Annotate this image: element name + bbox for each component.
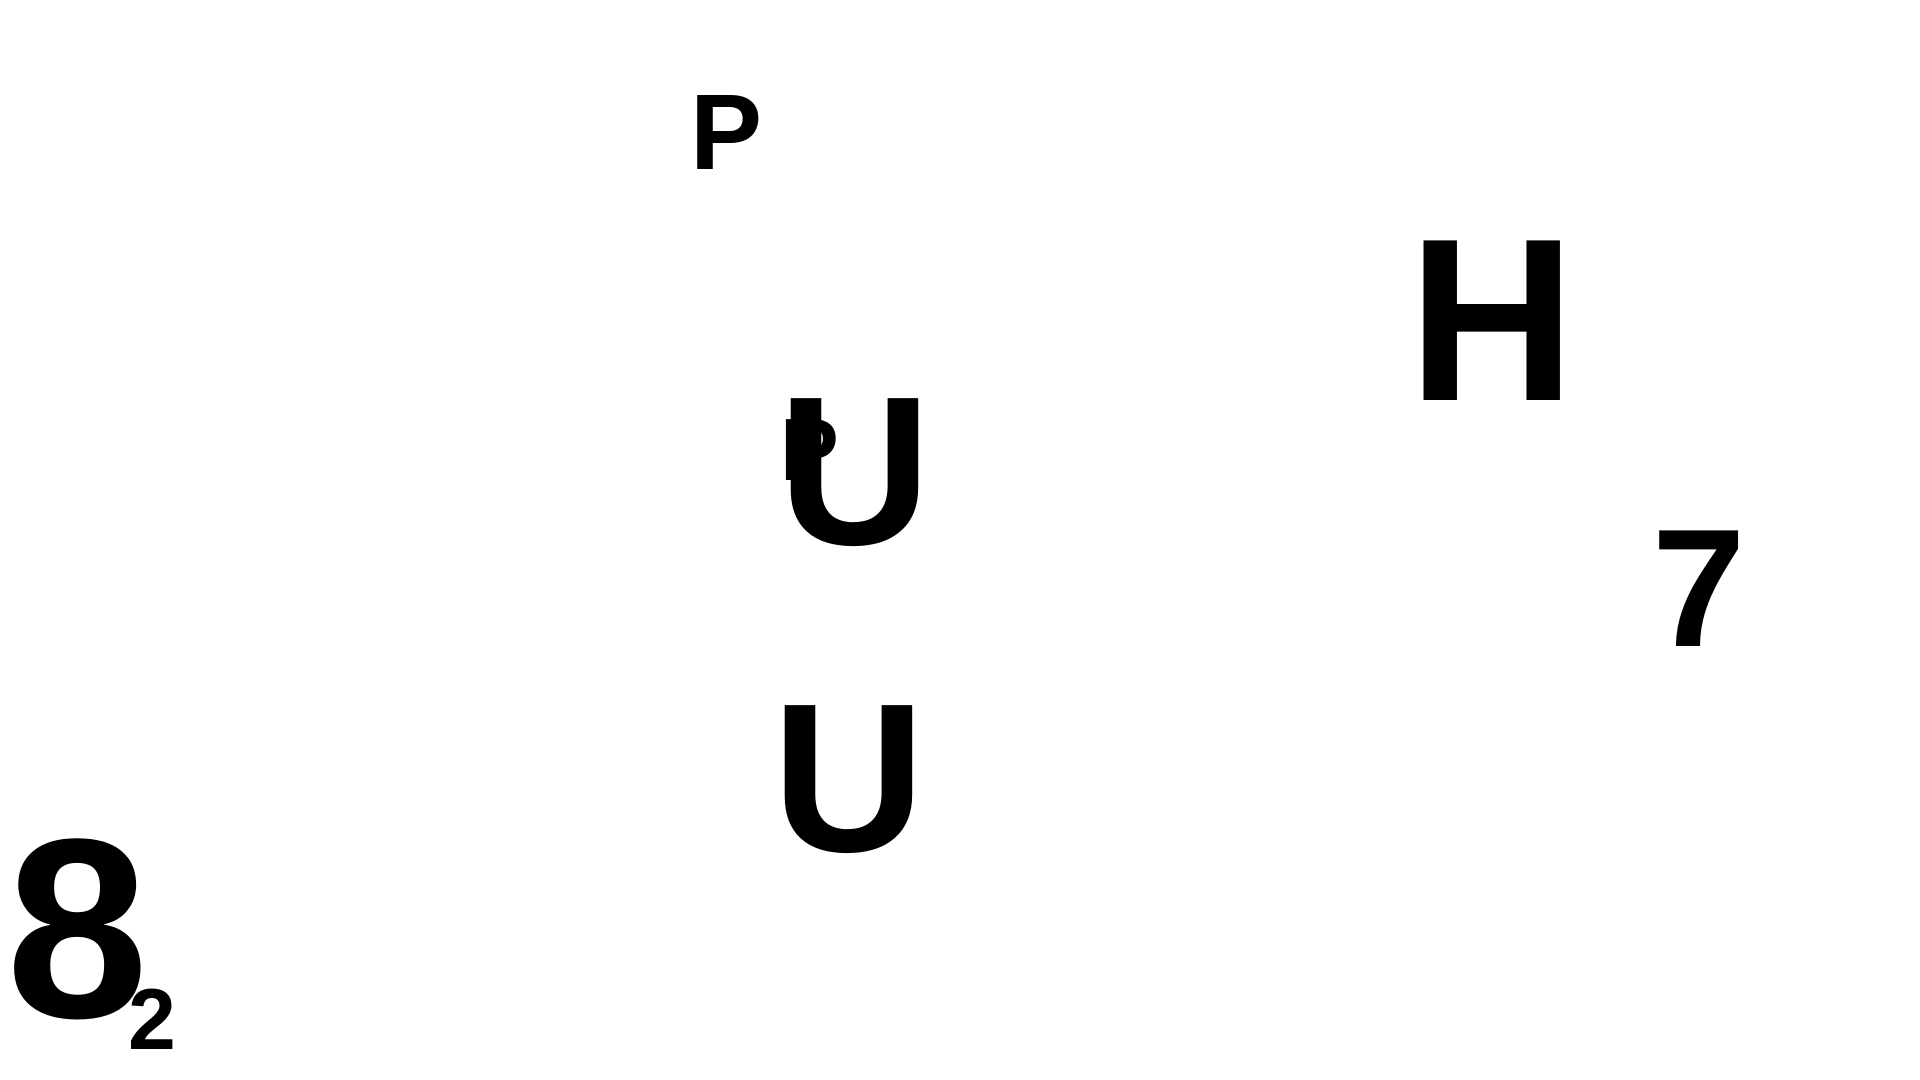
glyph-u-lower: U: [772, 659, 926, 896]
glyph-two: 2: [128, 972, 176, 1068]
glyph-h: H: [1408, 191, 1576, 450]
glyph-eight: 8: [6, 786, 149, 1072]
glyph-u-upper: U: [778, 352, 932, 589]
glyph-seven: 7: [1652, 494, 1746, 682]
glyph-p-overlap: P: [780, 400, 839, 499]
glyph-p-top: P: [690, 71, 763, 192]
